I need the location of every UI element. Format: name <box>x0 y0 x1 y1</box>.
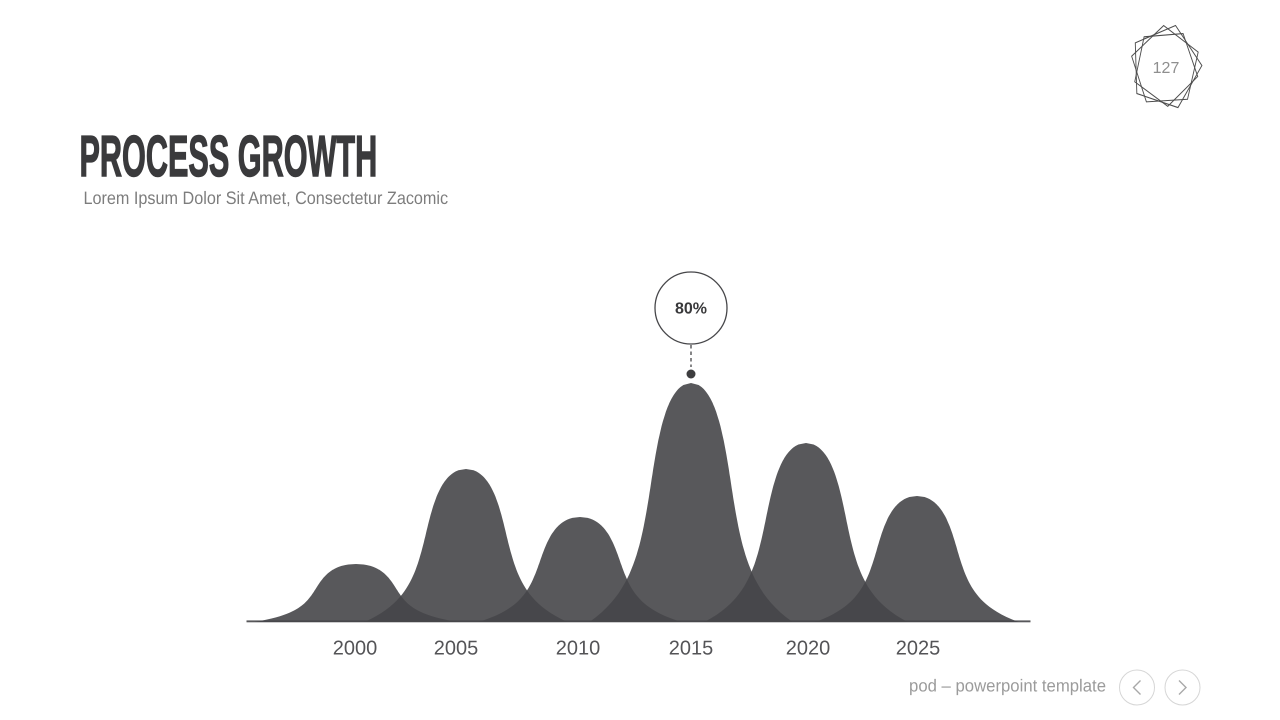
svg-text:2015: 2015 <box>669 638 714 660</box>
svg-text:2020: 2020 <box>786 638 831 660</box>
svg-text:Lorem Ipsum Dolor Sit Amet, Co: Lorem Ipsum Dolor Sit Amet, Consectetur … <box>84 188 449 208</box>
svg-text:2005: 2005 <box>434 638 479 660</box>
svg-text:PROCESS GROWTH: PROCESS GROWTH <box>80 124 378 189</box>
svg-text:pod – powerpoint template: pod – powerpoint template <box>909 676 1106 696</box>
svg-text:2025: 2025 <box>896 638 941 660</box>
svg-text:2010: 2010 <box>556 638 601 660</box>
svg-text:80%: 80% <box>675 301 707 318</box>
svg-text:127: 127 <box>1153 60 1180 77</box>
svg-text:2000: 2000 <box>333 638 378 660</box>
